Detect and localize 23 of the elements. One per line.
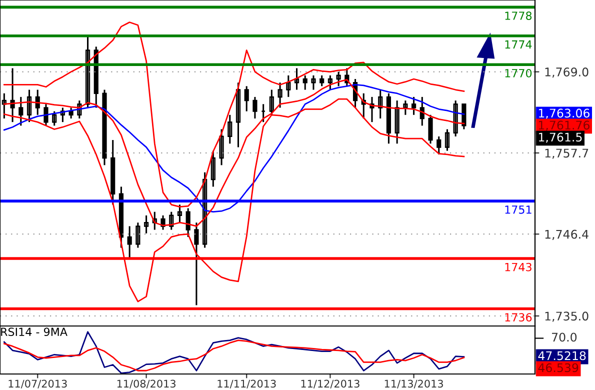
y-tick-label: 1,746.4 [545, 230, 588, 240]
ref-line-label: 1774 [505, 40, 532, 49]
text: 1,761.76 [538, 120, 590, 131]
y-tick-label: 1,769.0 [545, 68, 588, 78]
y-tick-label: 1,757.7 [545, 148, 588, 159]
ref-line-label: 1736 [505, 313, 532, 322]
x-tick-label: 11/13/2013 [384, 380, 443, 388]
x-tick-label: 11/11/2013 [218, 380, 276, 388]
text: 1,763.06 [538, 108, 590, 119]
line-series [3, 22, 465, 208]
ref-line-label: 1751 [505, 206, 532, 214]
text: 70.0 [552, 332, 577, 342]
x-tick-label: 11/08/2013 [117, 380, 176, 388]
y-tick-label: 1,735.0 [545, 312, 588, 322]
chart-title: RSI14 - 9MA [1, 328, 68, 336]
ref-line-label: 1770 [505, 68, 532, 78]
ref-line-label: 1743 [505, 262, 532, 272]
text: 46.539 [538, 363, 578, 372]
ref-line-label: 1778 [505, 12, 532, 20]
text: 47.5218 [538, 351, 586, 360]
text: 1,761.5 [538, 132, 582, 143]
x-tick-label: 11/12/2013 [301, 380, 360, 388]
x-tick-label: 11/07/2013 [8, 380, 67, 388]
